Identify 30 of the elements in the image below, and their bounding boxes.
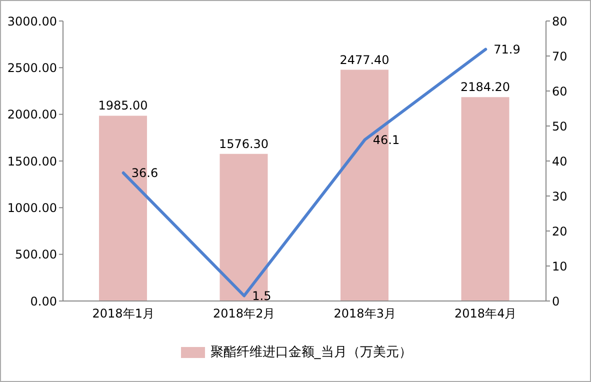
y-tick-label: 1500.00 [7,154,57,168]
y-tick-label: 2500.00 [7,60,57,75]
y-tick-label: 1000.00 [7,200,57,215]
y2-tick-label: 70 [552,49,568,64]
y2-tick-label: 30 [552,189,568,204]
y2-tick-label: 40 [552,154,568,168]
data-label: 1985.00 [98,98,148,113]
data-label: 1576.30 [218,136,269,151]
bar [461,97,510,301]
data-label: 36.6 [131,166,158,180]
y-tick-label: 2000.00 [7,108,57,122]
y2-tick-label: 60 [552,84,568,98]
x-tick-label: 2018年1月 [92,306,154,321]
x-tick-label: 2018年4月 [454,306,517,321]
y2-tick-label: 0 [552,294,560,308]
data-label: 46.1 [372,132,400,147]
y-tick-label: 500.00 [15,248,57,262]
x-tick-label: 2018年3月 [334,306,396,321]
x-tick-label: 2018年2月 [213,306,276,321]
y-tick-label: 3000.00 [7,14,57,28]
data-label: 1.5 [252,289,272,304]
y2-tick-label: 80 [552,14,568,28]
data-label: 71.9 [494,42,520,57]
data-label: 2184.20 [460,80,510,94]
y2-tick-label: 10 [552,259,568,274]
y2-tick-label: 50 [552,119,568,134]
legend-label: 聚酯纤维进口金额_当月（万美元） [210,344,412,361]
y2-tick-label: 20 [552,224,568,238]
data-label: 2477.40 [340,52,390,67]
y-tick-label: 0.00 [30,294,57,308]
